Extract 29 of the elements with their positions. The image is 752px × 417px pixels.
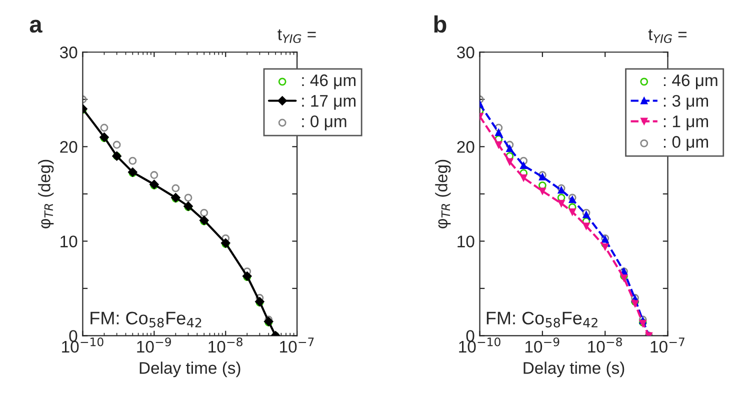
legend-label: : 0 μm [664, 136, 708, 151]
x-tick-label: 10$^{−7}$ [650, 338, 684, 353]
legend-title: t$_{YIG}$ = [648, 29, 687, 44]
legend-label: : 3 μm [664, 94, 708, 110]
x-tick-label: 10$^{−7}$ [280, 338, 314, 353]
annotation: FM: Co$_{58}$Fe$_{42}$ [90, 312, 202, 328]
y-tick-label: 10 [458, 236, 474, 248]
y-axis-title: φ$_{TR}$ (deg) [38, 160, 54, 228]
legend-label: : 0 μm [302, 115, 346, 130]
y-tick-label: 30 [60, 46, 78, 58]
x-tick-label: 10$^{−9}$ [137, 337, 171, 353]
legend-label: : 46 μm [664, 74, 718, 90]
x-axis-title: Delay time (s) [140, 362, 240, 378]
y-axis-title: φ$_{TR}$ (deg) [435, 160, 451, 228]
x-tick-label: 10$^{−8}$ [208, 337, 242, 353]
x-axis-title: Delay time (s) [524, 362, 624, 378]
x-tick-label: 10$^{−9}$ [525, 337, 560, 353]
legend-label: : 1 μm [664, 116, 708, 130]
y-tick-label: 20 [457, 141, 474, 153]
chart-title: a [30, 20, 42, 33]
y-tick-label: 20 [60, 141, 78, 153]
chart-title: b [434, 15, 446, 33]
y-tick-label: 10 [60, 236, 78, 248]
legend-title: t$_{YIG}$ = [278, 29, 316, 44]
annotation: FM: Co$_{58}$Fe$_{42}$ [486, 312, 598, 328]
x-tick-label: 10$^{−8}$ [588, 337, 622, 353]
y-tick-label: 30 [457, 46, 474, 58]
legend-label: : 17 μm [302, 95, 356, 110]
legend-label: : 46 μm [302, 74, 356, 90]
